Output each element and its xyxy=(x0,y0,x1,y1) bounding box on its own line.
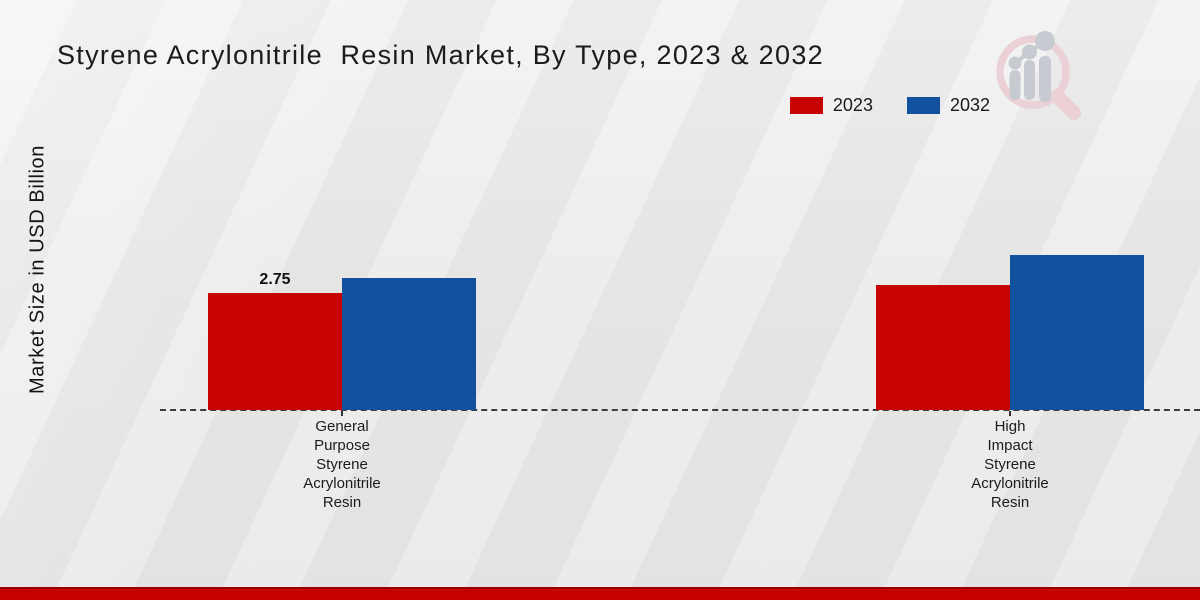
legend-swatch-2023 xyxy=(789,97,823,114)
legend-item-2032: 2032 xyxy=(906,95,990,116)
logo-dot-medium xyxy=(1022,44,1037,60)
category-label: High Impact Styrene Acrylonitrile Resin xyxy=(971,418,1049,511)
chart-title: Styrene Acrylonitrile Resin Market, By T… xyxy=(57,40,824,70)
magnifier-bar-chart-logo xyxy=(996,31,1081,120)
category-label: General Purpose Styrene Acrylonitrile Re… xyxy=(303,418,381,511)
bar-2023-category-0 xyxy=(208,293,342,410)
legend-label: 2023 xyxy=(832,95,873,115)
legend: 2023 2032 xyxy=(789,95,990,116)
footer-accent-bar xyxy=(0,587,1200,600)
logo-bar-tall xyxy=(1039,56,1051,102)
magnifier-handle xyxy=(1050,89,1081,120)
x-axis-tick xyxy=(341,411,343,416)
logo-bar-small xyxy=(1009,70,1021,100)
logo-dot-small xyxy=(1008,56,1022,70)
legend-label: 2032 xyxy=(949,95,990,115)
logo-dot-large xyxy=(1035,31,1055,51)
logo-bar-medium xyxy=(1024,60,1035,100)
legend-swatch-2032 xyxy=(906,97,940,114)
bar-value-label: 2.75 xyxy=(259,271,291,288)
bar-2032-category-0 xyxy=(342,278,476,410)
x-axis-tick xyxy=(1009,411,1011,416)
bar-2023-category-1 xyxy=(876,285,1010,410)
bar-2032-category-1 xyxy=(1010,255,1144,410)
x-axis-line xyxy=(160,409,1200,411)
legend-item-2023: 2023 xyxy=(789,95,873,116)
magnifier-ring xyxy=(996,35,1070,109)
